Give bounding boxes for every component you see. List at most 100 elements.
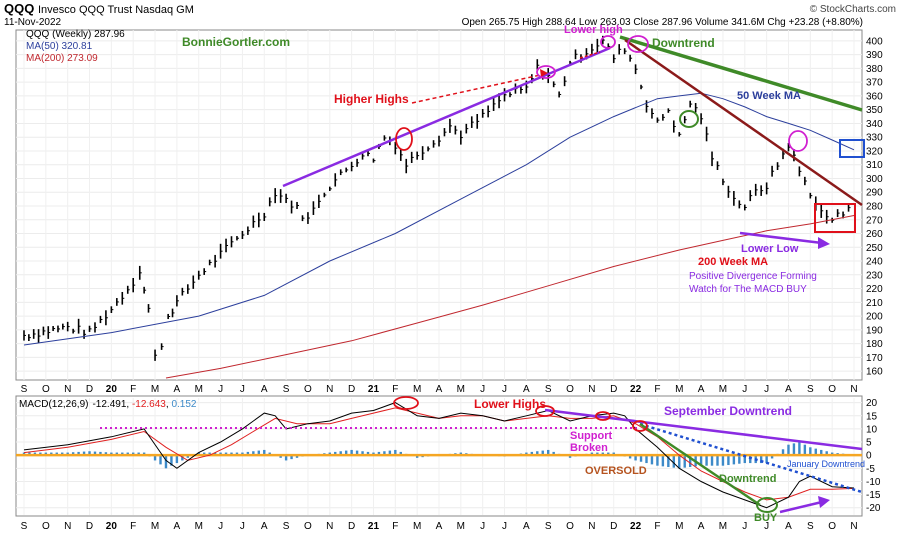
price-xtick-label: M bbox=[675, 384, 683, 395]
legend-macd-value: -12.491 bbox=[92, 399, 126, 410]
histogram-bar bbox=[252, 451, 255, 456]
legend-ma50: MA(50) 320.81 bbox=[26, 41, 93, 52]
price-xtick-label: D bbox=[348, 384, 355, 395]
histogram-bar bbox=[394, 449, 397, 456]
histogram-bar bbox=[290, 455, 293, 460]
histogram-bar bbox=[749, 455, 752, 464]
histogram-bar bbox=[688, 455, 692, 468]
histogram-bar bbox=[541, 450, 544, 456]
histogram-bar bbox=[22, 452, 26, 456]
price-xtick-label: M bbox=[151, 384, 159, 395]
histogram-bar bbox=[121, 452, 124, 456]
macd-high-circle-2 bbox=[535, 405, 555, 417]
macd-xtick-label: O bbox=[828, 521, 836, 532]
price-panel: 160 170 180 190 200 210 220 230 240 250 260 270 280 2… bbox=[15, 24, 883, 381]
histogram-bar bbox=[268, 452, 271, 456]
price-xtick-label: J bbox=[218, 384, 223, 395]
histogram-bar bbox=[197, 452, 200, 456]
price-xtick-label: M bbox=[457, 384, 465, 395]
histogram-bar bbox=[803, 444, 807, 456]
price-ytick-label: 180 bbox=[866, 339, 883, 350]
histogram-bar bbox=[61, 452, 64, 456]
annotation-watch-macd-buy: Watch for The MACD BUY bbox=[689, 284, 807, 295]
histogram-bar bbox=[175, 455, 179, 464]
lower-low-arrow bbox=[739, 231, 823, 245]
price-xtick-label: 21 bbox=[368, 384, 380, 395]
macd-xtick-label: N bbox=[588, 521, 595, 532]
histogram-bar bbox=[825, 451, 828, 456]
histogram-bar bbox=[208, 452, 211, 456]
macd-xtick-label: D bbox=[348, 521, 355, 532]
price-xtick-label: J bbox=[240, 384, 245, 395]
macd-xtick-label: A bbox=[261, 521, 268, 532]
higher-highs-arrowhead bbox=[540, 69, 548, 77]
histogram-bar bbox=[246, 451, 250, 456]
histogram-bar bbox=[350, 449, 353, 456]
annotation-buy: BUY bbox=[754, 512, 778, 524]
histogram-bar bbox=[82, 451, 86, 456]
peak-circle-1 bbox=[600, 35, 616, 49]
histogram-bar bbox=[344, 450, 348, 456]
price-ytick-label: 310 bbox=[866, 160, 883, 171]
macd-xtick-label: S bbox=[283, 521, 290, 532]
macd-xtick-label: M bbox=[151, 521, 159, 532]
histogram-bar bbox=[213, 452, 217, 456]
symbol: QQQ bbox=[4, 1, 34, 16]
macd-xtick-label: J bbox=[240, 521, 245, 532]
macd-buy-arrow bbox=[779, 500, 823, 514]
legend-ma200: MA(200) 273.09 bbox=[26, 53, 98, 64]
histogram-bar bbox=[820, 449, 823, 456]
histogram-bar bbox=[110, 452, 113, 456]
annotation-200-week-ma: 200 Week MA bbox=[698, 256, 768, 268]
histogram-bar bbox=[257, 450, 261, 456]
legend-price: QQQ (Weekly) 287.96 bbox=[26, 29, 125, 40]
histogram-bar bbox=[667, 455, 670, 468]
histogram-bar bbox=[39, 452, 42, 456]
legend-histogram-value: 0.152 bbox=[171, 399, 196, 410]
macd-xtick-label: D bbox=[86, 521, 93, 532]
price-xtick-label: O bbox=[828, 384, 836, 395]
price-xtick-label: N bbox=[850, 384, 857, 395]
chart-date: 11-Nov-2022 bbox=[4, 17, 62, 28]
histogram-bar bbox=[132, 452, 135, 456]
macd-xtick-label: J bbox=[764, 521, 769, 532]
price-xtick-label: J bbox=[480, 384, 485, 395]
macd-xtick-label: N bbox=[64, 521, 71, 532]
series-macd-line bbox=[23, 402, 855, 509]
macd-xtick-label: 22 bbox=[630, 521, 642, 532]
annotation-oversold: OVERSOLD bbox=[585, 465, 647, 477]
histogram-bar bbox=[361, 451, 364, 456]
histogram-bar bbox=[99, 451, 102, 456]
annotation-broken: Broken bbox=[570, 442, 608, 454]
price-ytick-label: 330 bbox=[866, 133, 883, 144]
lower-low-arrowhead bbox=[818, 237, 830, 249]
histogram-bar bbox=[159, 455, 162, 465]
histogram-bar bbox=[727, 455, 730, 466]
macd-xtick-label: O bbox=[42, 521, 50, 532]
green-circle-price bbox=[679, 110, 699, 128]
histogram-bar bbox=[830, 452, 834, 456]
price-xtick-label: S bbox=[283, 384, 290, 395]
histogram-bar bbox=[44, 452, 48, 456]
macd-xtick-label: F bbox=[654, 521, 660, 532]
macd-xtick-label: J bbox=[502, 521, 507, 532]
histogram-bar bbox=[612, 452, 615, 456]
legend-macd: MACD(12,26,9) -12.491, -12.643, 0.152 bbox=[19, 399, 197, 410]
macd-xtick-label: S bbox=[807, 521, 814, 532]
histogram-bar bbox=[55, 452, 58, 456]
histogram-bar bbox=[328, 452, 331, 456]
macd-xtick-label: F bbox=[130, 521, 136, 532]
histogram-bar bbox=[530, 451, 534, 456]
macd-buy-arrowhead bbox=[818, 496, 830, 508]
price-ytick-label: 300 bbox=[866, 174, 883, 185]
histogram-bar bbox=[28, 452, 31, 456]
histogram-bar bbox=[279, 455, 282, 458]
histogram-bar bbox=[115, 452, 119, 456]
macd-ytick-label: -10 bbox=[866, 477, 881, 488]
price-ytick-label: 190 bbox=[866, 325, 883, 336]
price-ytick-label: 220 bbox=[866, 284, 883, 295]
macd-panel: -20 -15 -10 -5 0 5 10 15 20 MACD(12,26,9) -12.491… bbox=[15, 395, 881, 524]
histogram-bar bbox=[601, 452, 605, 456]
histogram-bar bbox=[295, 455, 299, 458]
histogram-bar bbox=[552, 451, 555, 456]
